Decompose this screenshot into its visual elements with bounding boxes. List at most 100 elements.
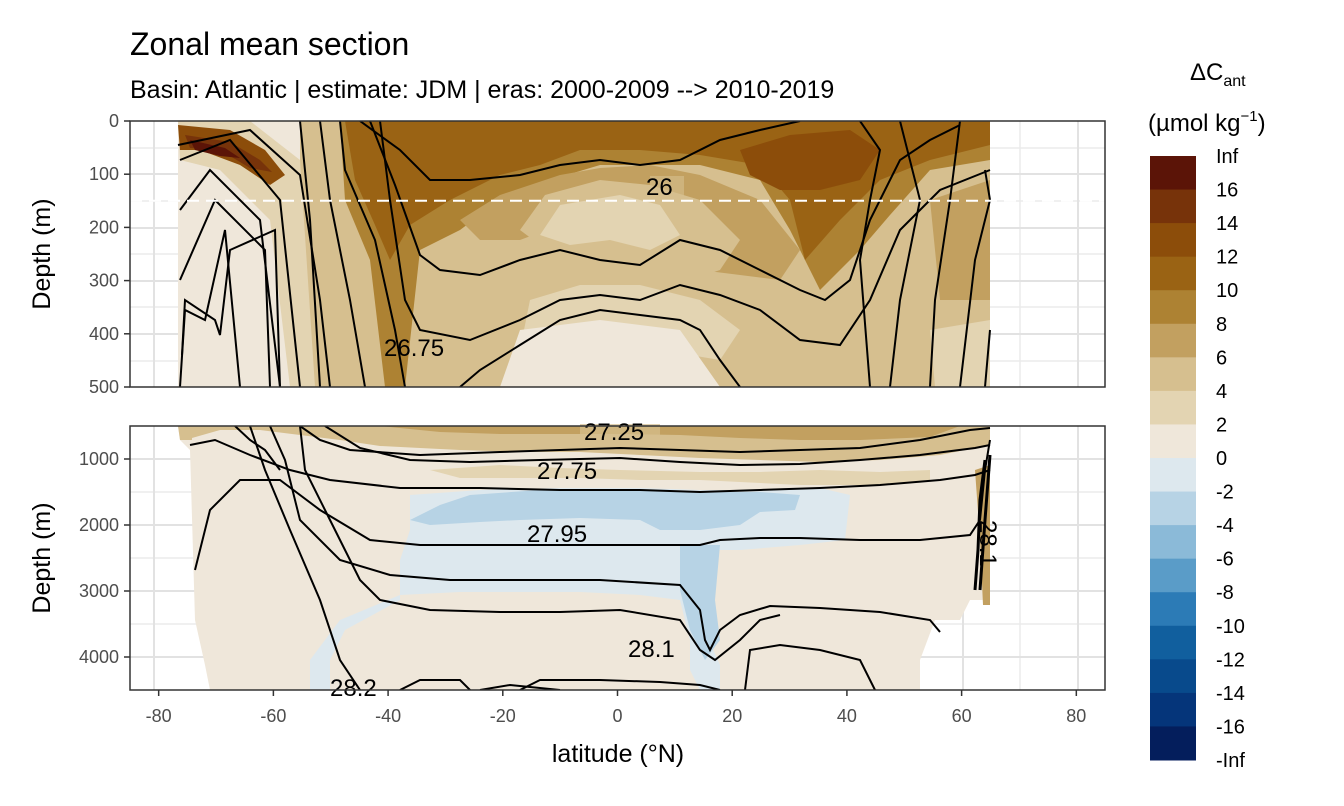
fill-band-2-4-south — [178, 121, 315, 387]
label-knockout — [650, 176, 684, 198]
chart-subtitle: Basin: Atlantic | estimate: JDM | eras: … — [130, 76, 834, 104]
fill-band-6-8-north — [930, 180, 990, 300]
isopycnal-line — [194, 479, 981, 571]
fill-band-2-4-center — [540, 195, 680, 250]
legend-label: -2 — [1216, 482, 1234, 504]
isopycnal-line — [929, 121, 961, 387]
x-tick-label: -40 — [375, 706, 401, 726]
legend-swatch — [1150, 256, 1196, 291]
x-axis-label: latitude (°N) — [552, 740, 684, 768]
isopycnal-line — [973, 459, 987, 591]
isopycnal-line — [889, 121, 922, 387]
isopycnal-line — [359, 121, 801, 181]
legend-swatch — [1150, 491, 1196, 526]
isopycnal-line — [299, 426, 991, 457]
isopycnal-label-27-75: 27.75 — [537, 458, 597, 485]
isopycnal-label-27-95: 27.95 — [527, 521, 587, 548]
isopycnal-line — [858, 121, 882, 387]
legend-swatch — [1150, 692, 1196, 727]
legend-label: -4 — [1216, 515, 1234, 537]
y-tick-label: 2000 — [79, 515, 119, 535]
isopycnal-line — [979, 439, 991, 521]
upper-panel: 26 26.75 0 100 200 300 400 500 Depth (m) — [28, 111, 1106, 397]
fill-band-neg2-neg4-plume — [680, 545, 720, 660]
x-tick-label: 60 — [952, 706, 972, 726]
legend-swatch — [1150, 357, 1196, 392]
legend-label: -12 — [1216, 649, 1245, 671]
legend-label: Inf — [1216, 146, 1239, 168]
fill-band-0-2-south-b — [180, 170, 300, 387]
x-tick-label: 20 — [722, 706, 742, 726]
isopycnal-line — [339, 121, 406, 387]
isopycnal-line — [324, 426, 991, 467]
isopycnal-label-28-1-north: 28.1 — [974, 520, 1001, 567]
legend-labels: Inf 16 14 12 10 8 6 4 2 0 -2 -4 -6 -8 -10 -12 -14 -16 -Inf — [1216, 146, 1245, 772]
y-tick-label: 400 — [89, 324, 119, 344]
isopycnal-line — [179, 198, 271, 387]
legend-label: 12 — [1216, 247, 1238, 269]
x-tick-label: -20 — [490, 706, 516, 726]
fill-band-inf-south — [190, 140, 240, 158]
isopycnal-line — [479, 683, 561, 690]
legend-swatch — [1150, 558, 1196, 593]
legend-swatch — [1150, 659, 1196, 694]
isopycnal-line — [369, 121, 961, 302]
isopycnal-line — [319, 121, 366, 387]
upper-isopycnals — [177, 121, 992, 387]
legend-swatch — [1150, 323, 1196, 358]
isopycnal-line — [399, 679, 471, 690]
isopycnal-label-26: 26 — [646, 174, 673, 201]
legend-label: -Inf — [1216, 750, 1245, 772]
chart-title: Zonal mean section — [130, 26, 409, 62]
legend-swatch — [1150, 156, 1196, 191]
y-tick-label: 4000 — [79, 647, 119, 667]
legend-label: -10 — [1216, 616, 1245, 638]
isopycnal-label-27-25: 27.25 — [584, 419, 644, 446]
x-tick-label: -80 — [146, 706, 172, 726]
lower-contour-fill — [178, 426, 990, 690]
legend-label: -14 — [1216, 683, 1245, 705]
isopycnal-label-28-2: 28.2 — [330, 675, 377, 702]
isopycnal-line — [379, 121, 991, 347]
legend-label: 14 — [1216, 213, 1238, 235]
x-tick-label: -60 — [260, 706, 286, 726]
y-tick-label: 300 — [89, 271, 119, 291]
isopycnal-line — [984, 329, 991, 387]
legend-unit: (µmol kg−1) — [1148, 108, 1266, 137]
legend-swatch — [1150, 390, 1196, 425]
legend-swatch — [1150, 625, 1196, 660]
legend-swatch — [1150, 458, 1196, 493]
legend-label: -6 — [1216, 549, 1234, 571]
isopycnal-line — [179, 168, 281, 387]
isopycnal-line — [181, 228, 281, 387]
isopycnal-label-28-1: 28.1 — [628, 636, 675, 663]
upper-y-ticks: 0 100 200 300 400 500 — [89, 111, 130, 397]
x-axis-ticks: -80 -60 -40 -20 0 20 40 60 80 — [146, 690, 1086, 726]
fill-band-2-4-north — [930, 320, 990, 387]
upper-y-axis-label: Depth (m) — [28, 198, 56, 309]
legend-label: 8 — [1216, 314, 1227, 336]
x-tick-label: 80 — [1066, 706, 1086, 726]
isopycnal-line — [744, 643, 876, 690]
legend-swatch — [1150, 290, 1196, 325]
legend-swatch — [1150, 726, 1196, 761]
lower-panel: 27.25 27.75 27.95 28.1 28.2 28.1 1000 200… — [28, 419, 1106, 702]
isopycnal-label-26-75: 26.75 — [384, 335, 444, 362]
fill-band-south-edge — [178, 426, 192, 440]
fill-band-0-2-deep — [500, 320, 720, 387]
isopycnal-line — [249, 426, 361, 690]
x-tick-label: 0 — [612, 706, 622, 726]
legend-label: 2 — [1216, 414, 1227, 436]
y-tick-label: 200 — [89, 217, 119, 237]
upper-contour-fill — [178, 121, 990, 387]
legend-label: 0 — [1216, 448, 1227, 470]
x-tick-label: 40 — [837, 706, 857, 726]
legend-label: 10 — [1216, 280, 1238, 302]
isopycnal-line — [269, 426, 941, 653]
lower-isopycnals — [189, 426, 992, 690]
lower-y-ticks: 1000 2000 3000 4000 — [79, 449, 130, 667]
legend-label: 16 — [1216, 180, 1238, 202]
isopycnal-line — [299, 121, 321, 387]
isopycnal-line — [189, 438, 991, 494]
isopycnal-line — [519, 679, 721, 690]
